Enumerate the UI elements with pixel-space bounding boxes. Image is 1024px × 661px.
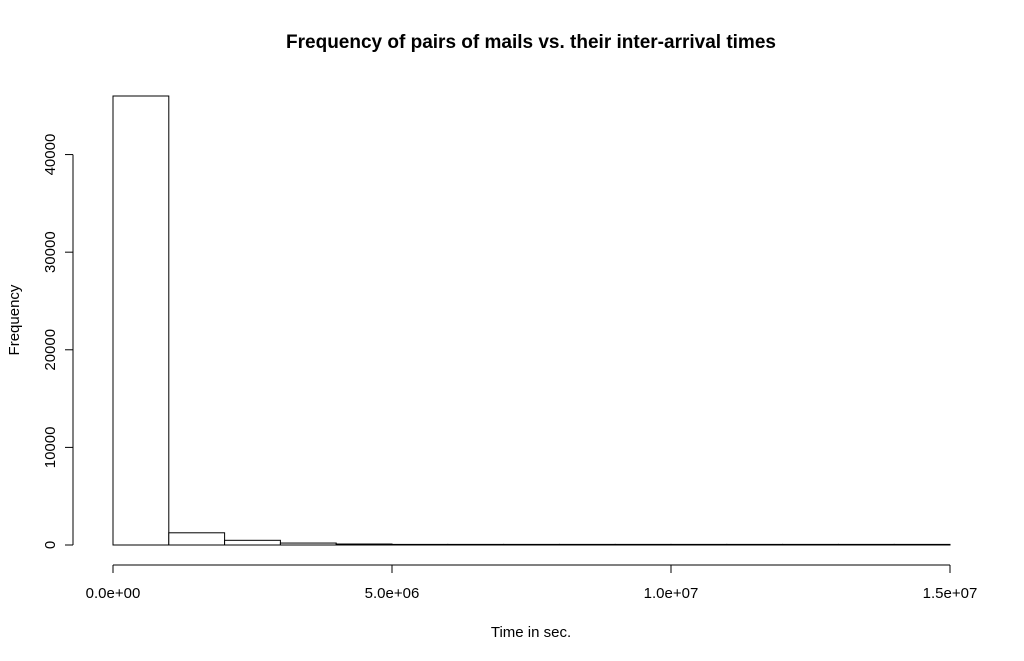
y-tick-label-2: 20000	[42, 329, 59, 371]
histogram-bar-13	[837, 543, 895, 546]
histogram-bar-11	[726, 543, 784, 546]
x-axis: 0.0e+00 5.0e+06 1.0e+07 1.5e+07	[86, 564, 978, 602]
histogram-bar-1	[168, 532, 226, 546]
histogram-bar-7	[503, 543, 560, 546]
y-tick-label-4: 40000	[42, 134, 59, 176]
histogram-bar-12	[782, 543, 839, 546]
y-axis: 0 10000 20000 30000 40000	[42, 134, 74, 549]
x-axis-label: Time in sec.	[491, 624, 571, 641]
histogram-bar-4	[335, 543, 393, 546]
histogram-bar-14	[893, 543, 951, 546]
x-tick-label-1: 5.0e+06	[365, 585, 420, 602]
histogram-bar-0	[112, 95, 170, 546]
histogram-bar-6	[447, 543, 505, 546]
x-tick-label-2: 1.0e+07	[644, 585, 699, 602]
x-tick-label-3: 1.5e+07	[923, 585, 978, 602]
y-tick-label-0: 0	[42, 541, 59, 549]
y-axis-label: Frequency	[6, 284, 23, 355]
y-tick-label-3: 30000	[42, 231, 59, 273]
histogram-bar-3	[279, 542, 337, 546]
histogram-bar-2	[224, 539, 281, 546]
histogram-bar-5	[391, 543, 449, 546]
chart-title: Frequency of pairs of mails vs. their in…	[286, 32, 776, 53]
histogram-bar-9	[614, 543, 672, 546]
x-tick-label-0: 0.0e+00	[86, 585, 141, 602]
histogram-bar-10	[670, 543, 728, 546]
y-tick-label-1: 10000	[42, 427, 59, 469]
histogram-bar-8	[558, 543, 616, 546]
bars-group	[112, 95, 951, 546]
